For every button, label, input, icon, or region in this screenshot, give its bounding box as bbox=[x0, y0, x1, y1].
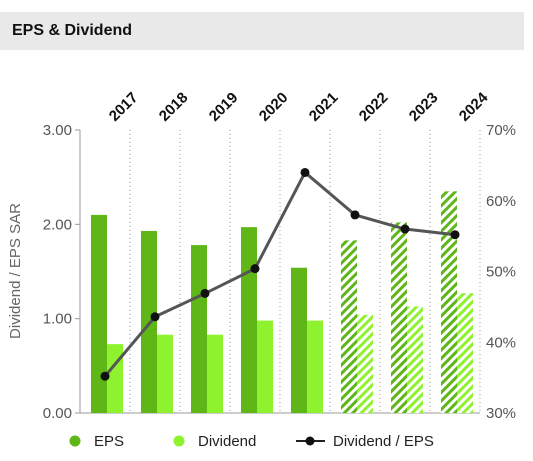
ratio-series-line bbox=[103, 170, 456, 378]
dividend-bar bbox=[157, 334, 173, 413]
chart-title: EPS & Dividend bbox=[12, 22, 133, 39]
legend: EPS Dividend Dividend / EPS bbox=[69, 433, 434, 450]
legend-ratio-marker bbox=[305, 436, 315, 446]
ratio-point bbox=[250, 264, 260, 274]
year-label: 2024 bbox=[456, 89, 492, 125]
eps-bar bbox=[341, 240, 357, 413]
year-label: 2019 bbox=[206, 89, 242, 125]
eps-bar bbox=[191, 245, 207, 413]
y2-tick-label: 70% bbox=[486, 122, 516, 139]
eps-bar bbox=[291, 267, 307, 413]
ratio-point bbox=[100, 371, 110, 381]
y-tick-label: 2.00 bbox=[43, 216, 72, 233]
dividend-bar bbox=[457, 293, 473, 413]
dividend-bar bbox=[107, 344, 123, 413]
year-label: 2023 bbox=[406, 89, 442, 125]
y2-tick-label: 40% bbox=[486, 334, 516, 351]
ratio-point bbox=[400, 224, 410, 234]
eps-bar bbox=[391, 222, 407, 413]
year-label: 2020 bbox=[256, 89, 292, 125]
eps-bar bbox=[441, 191, 457, 413]
bars bbox=[91, 191, 473, 413]
ratio-point bbox=[300, 167, 310, 177]
dividend-bar bbox=[407, 306, 423, 413]
dividend-bar bbox=[307, 320, 323, 413]
year-label: 2018 bbox=[156, 89, 192, 125]
chart-header: EPS & Dividend bbox=[0, 12, 524, 50]
dividend-bar bbox=[207, 334, 223, 413]
ratio-point bbox=[350, 210, 360, 220]
legend-dividend-marker bbox=[173, 435, 185, 447]
legend-ratio-label: Dividend / EPS bbox=[333, 433, 434, 450]
dividend-bar bbox=[257, 320, 273, 413]
ratio-line bbox=[100, 167, 460, 381]
y2-tick-label: 50% bbox=[486, 264, 516, 281]
legend-eps-marker bbox=[69, 435, 81, 447]
ratio-point bbox=[450, 230, 460, 240]
legend-eps-label: EPS bbox=[94, 433, 124, 450]
dividend-bar bbox=[357, 314, 373, 413]
year-label: 2017 bbox=[106, 89, 142, 125]
y-tick-label: 1.00 bbox=[43, 311, 72, 328]
eps-bar bbox=[91, 214, 107, 413]
year-label: 2021 bbox=[306, 89, 342, 125]
year-label: 2022 bbox=[356, 89, 392, 125]
legend-dividend-label: Dividend bbox=[198, 433, 256, 450]
y-tick-label: 3.00 bbox=[43, 122, 72, 139]
ratio-point bbox=[150, 312, 160, 322]
eps-bar bbox=[241, 227, 257, 413]
y2-tick-label: 30% bbox=[486, 405, 516, 422]
ratio-point bbox=[200, 288, 210, 298]
y-tick-label: 0.00 bbox=[43, 405, 72, 422]
y2-tick-label: 60% bbox=[486, 193, 516, 210]
y-axis-title: Dividend / EPS SAR bbox=[7, 203, 24, 339]
